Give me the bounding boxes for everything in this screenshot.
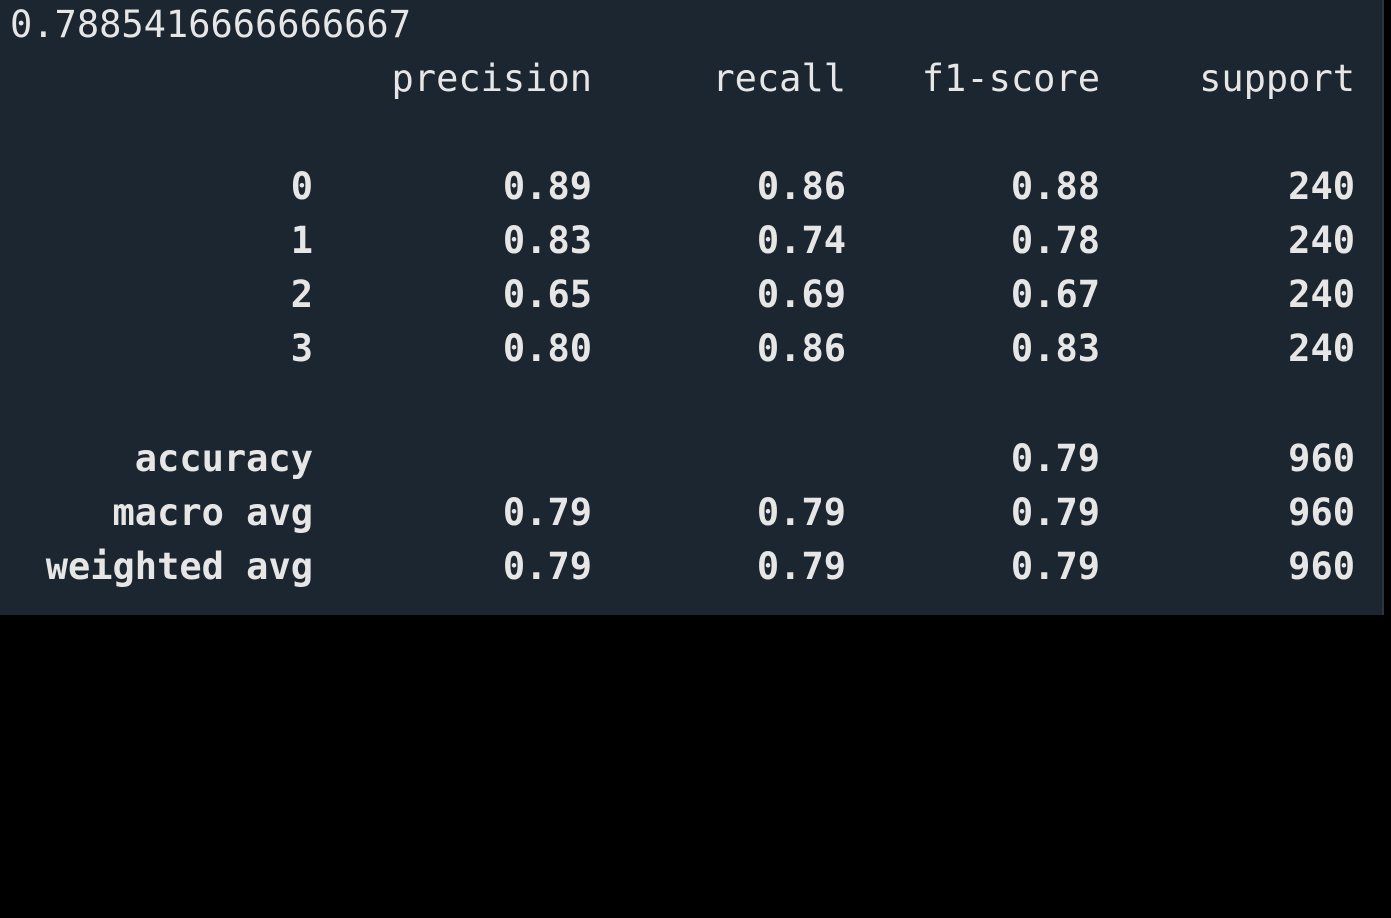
- support-value: 240: [1288, 165, 1355, 208]
- recall-value: 0.69: [756, 273, 846, 316]
- row-label: weighted avg: [45, 545, 313, 588]
- summary-row-weighted-avg: weighted avg 0.79 0.79 0.79 960: [0, 540, 1384, 594]
- recall-value: 0.79: [756, 491, 846, 534]
- terminal-output: 0.7885416666666667 precision recall f1-s…: [0, 0, 1384, 615]
- f1-value: 0.79: [1010, 545, 1100, 588]
- row-label: 0: [290, 165, 313, 208]
- header-recall: recall: [712, 57, 846, 100]
- header-support: support: [1199, 57, 1355, 100]
- f1-value: 0.83: [1010, 327, 1100, 370]
- header-precision: precision: [391, 57, 592, 100]
- precision-value: 0.79: [502, 491, 592, 534]
- recall-value: 0.86: [756, 327, 846, 370]
- score-line: 0.7885416666666667: [0, 0, 1384, 52]
- class-row: 2 0.65 0.69 0.67 240: [0, 268, 1384, 322]
- class-row: 0 0.89 0.86 0.88 240: [0, 160, 1384, 214]
- summary-row-accuracy: accuracy 0.79 960: [0, 432, 1384, 486]
- f1-value: 0.79: [1010, 437, 1100, 480]
- precision-value: 0.83: [502, 219, 592, 262]
- recall-value: 0.74: [756, 219, 846, 262]
- summary-row-macro-avg: macro avg 0.79 0.79 0.79 960: [0, 486, 1384, 540]
- f1-value: 0.78: [1010, 219, 1100, 262]
- f1-value: 0.88: [1010, 165, 1100, 208]
- support-value: 960: [1288, 491, 1355, 534]
- f1-value: 0.79: [1010, 491, 1100, 534]
- header-f1-score: f1-score: [921, 57, 1100, 100]
- precision-value: 0.80: [502, 327, 592, 370]
- support-value: 240: [1288, 273, 1355, 316]
- recall-value: 0.86: [756, 165, 846, 208]
- class-row: 3 0.80 0.86 0.83 240: [0, 322, 1384, 376]
- precision-value: 0.79: [502, 545, 592, 588]
- row-label: 2: [290, 273, 313, 316]
- row-label: 1: [290, 219, 313, 262]
- class-row: 1 0.83 0.74 0.78 240: [0, 214, 1384, 268]
- row-label: accuracy: [134, 437, 313, 480]
- support-value: 960: [1288, 437, 1355, 480]
- report-header-row: precision recall f1-score support: [0, 52, 1384, 106]
- support-value: 240: [1288, 219, 1355, 262]
- support-value: 240: [1288, 327, 1355, 370]
- row-label: macro avg: [112, 491, 313, 534]
- precision-value: 0.65: [502, 273, 592, 316]
- recall-value: 0.79: [756, 545, 846, 588]
- f1-value: 0.67: [1010, 273, 1100, 316]
- accuracy-score-value: 0.7885416666666667: [10, 3, 411, 46]
- precision-value: 0.89: [502, 165, 592, 208]
- support-value: 960: [1288, 545, 1355, 588]
- row-label: 3: [290, 327, 313, 370]
